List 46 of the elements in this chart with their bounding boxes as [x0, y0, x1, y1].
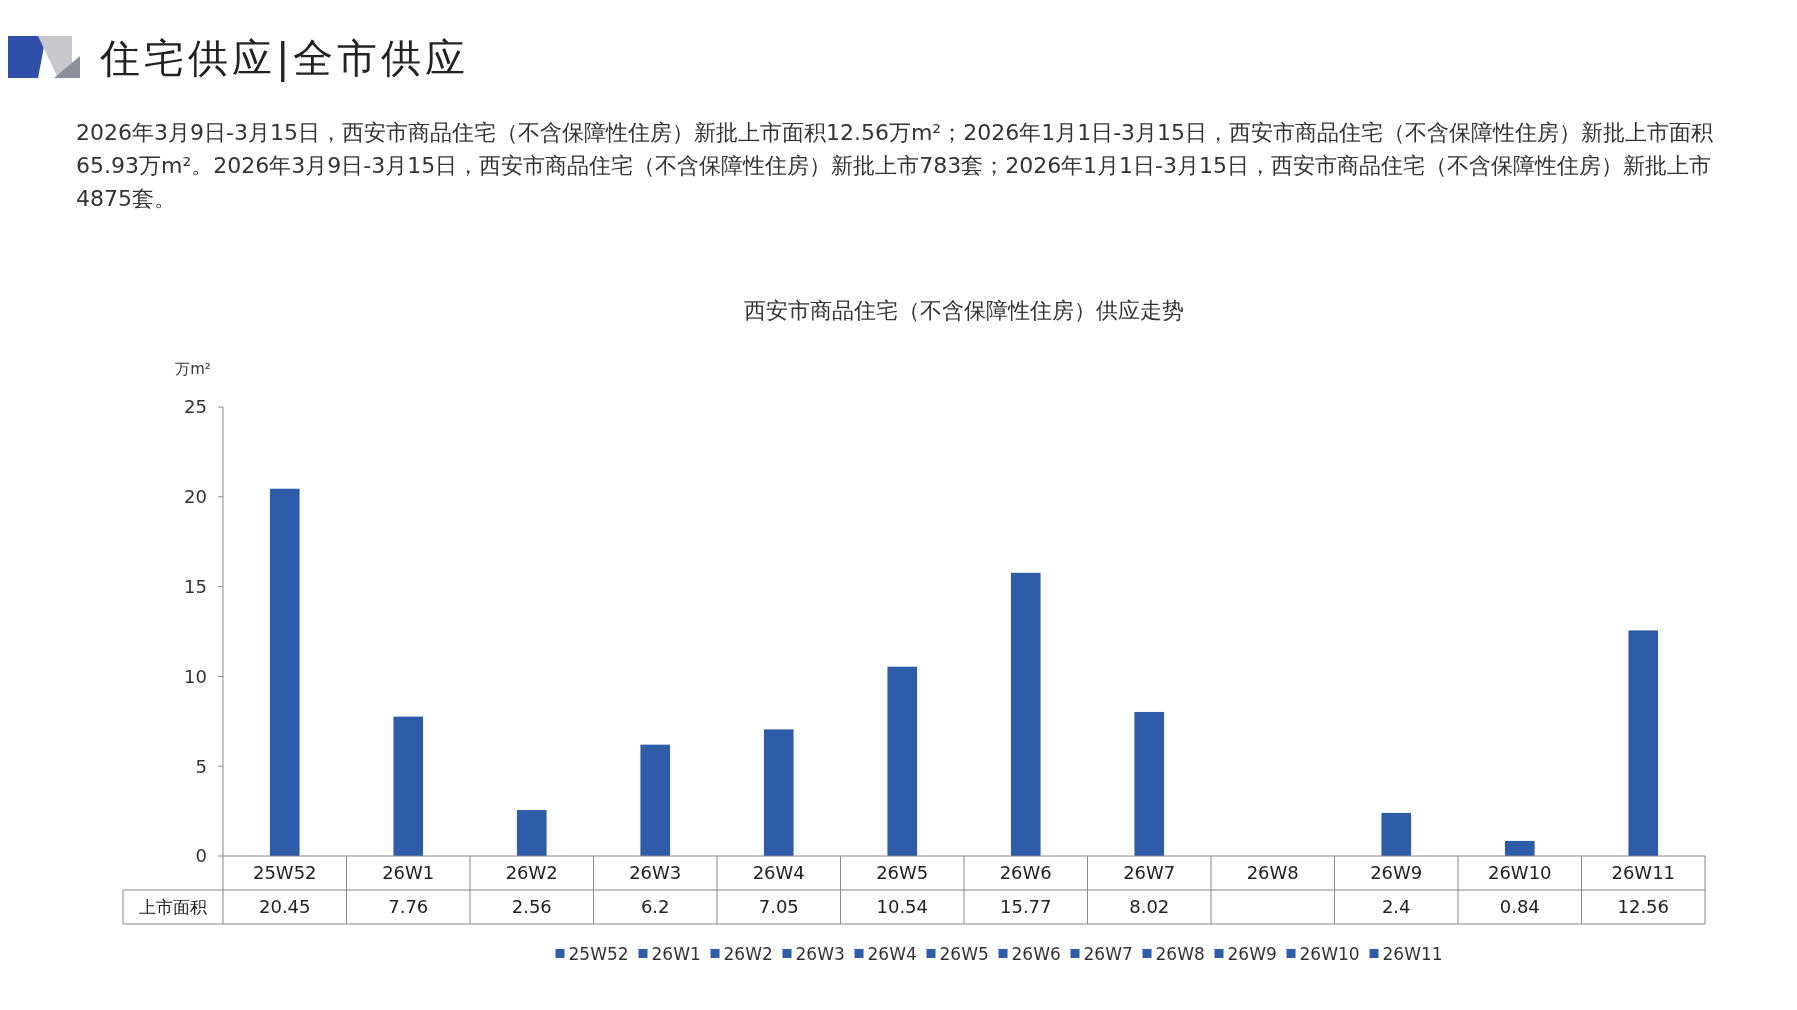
- y-tick-label: 10: [184, 665, 207, 687]
- y-tick-label: 5: [195, 755, 207, 777]
- category-label: 26W9: [1227, 943, 1277, 964]
- category-label: 26W4: [867, 943, 917, 964]
- y-tick-label: 25: [184, 396, 207, 418]
- data-label: 6.2: [640, 896, 670, 918]
- data-label: 10.54: [876, 896, 929, 918]
- data-label: 2.4: [1381, 896, 1411, 918]
- y-axis-title: 万m²: [175, 360, 211, 378]
- x-tick-label: 26W10: [1487, 862, 1552, 884]
- data-label: 15.77: [999, 896, 1052, 918]
- category-label: 26W8: [1155, 943, 1205, 964]
- x-tick-label: 26W2: [505, 862, 558, 884]
- category-label: 26W6: [1011, 943, 1061, 964]
- x-tick-label: 26W4: [752, 862, 805, 884]
- text: 2026年3月9日-3月15日，西安市商品住宅（不含保障性住房）新批上市面积12.56万m²；2026年1月1日-3月15日，西安市商品住宅（不含保障性住房）新批上市面积65.93万m²。2026年3月9日-3月15日，西安市商品住宅（不含保障性住房）新批上市783套；2026年1月1日-3月15日，西安市商品住宅（不含保障性住房）新批上市4875套。: [76, 119, 1715, 213]
- x-tick-label: 26W9: [1370, 862, 1423, 884]
- data-label: 7.05: [758, 896, 799, 918]
- category-label: 26W1: [651, 943, 701, 964]
- chart-title: 住宅供应|全市供应: [99, 35, 470, 82]
- category-label: 26W7: [1083, 943, 1133, 964]
- category-label: 25W52: [568, 943, 629, 964]
- x-tick-label: 25W52: [252, 862, 317, 884]
- x-tick-label: 26W7: [1123, 862, 1176, 884]
- data-label: 8.02: [1129, 896, 1170, 918]
- x-tick-label: 26W3: [629, 862, 682, 884]
- y-tick-label: 0: [195, 845, 207, 867]
- text: 上市面积: [139, 896, 207, 917]
- x-tick-label: 26W11: [1611, 862, 1676, 884]
- category-label: 26W10: [1299, 943, 1360, 964]
- category-label: 26W2: [723, 943, 773, 964]
- x-tick-label: 26W8: [1246, 862, 1299, 884]
- data-label: 20.45: [258, 896, 311, 918]
- category-label: 26W5: [939, 943, 989, 964]
- data-label: 2.56: [511, 896, 552, 918]
- y-tick-label: 20: [184, 486, 207, 508]
- x-tick-label: 26W6: [999, 862, 1052, 884]
- category-label: 26W11: [1382, 943, 1443, 964]
- x-tick-label: 26W1: [382, 862, 435, 884]
- category-label: 26W3: [795, 943, 845, 964]
- x-tick-label: 26W5: [876, 862, 929, 884]
- data-label: 0.84: [1499, 896, 1540, 918]
- chart-subtitle: 西安市商品住宅（不含保障性住房）供应走势: [744, 298, 1184, 323]
- data-label: 7.76: [388, 896, 429, 918]
- y-tick-label: 15: [184, 575, 207, 597]
- data-label: 12.56: [1617, 896, 1670, 918]
